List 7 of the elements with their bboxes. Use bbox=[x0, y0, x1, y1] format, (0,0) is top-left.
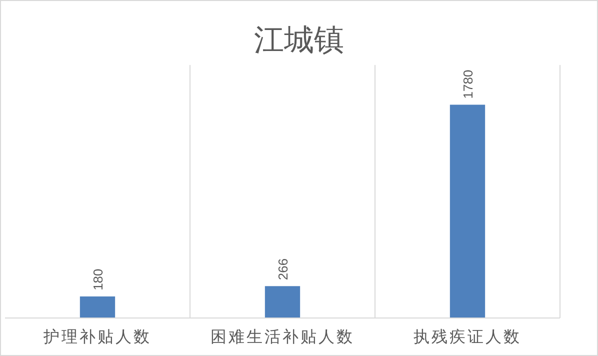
x-tick-label: 护理补贴人数 bbox=[42, 328, 152, 346]
x-tick-label: 执残疾证人数 bbox=[414, 328, 522, 346]
data-label: 1780 bbox=[460, 70, 476, 99]
chart-title: 江城镇 bbox=[254, 24, 344, 57]
data-label: 266 bbox=[276, 258, 290, 280]
x-tick-label: 困难生活补贴人数 bbox=[210, 328, 354, 346]
data-label: 180 bbox=[90, 268, 106, 290]
